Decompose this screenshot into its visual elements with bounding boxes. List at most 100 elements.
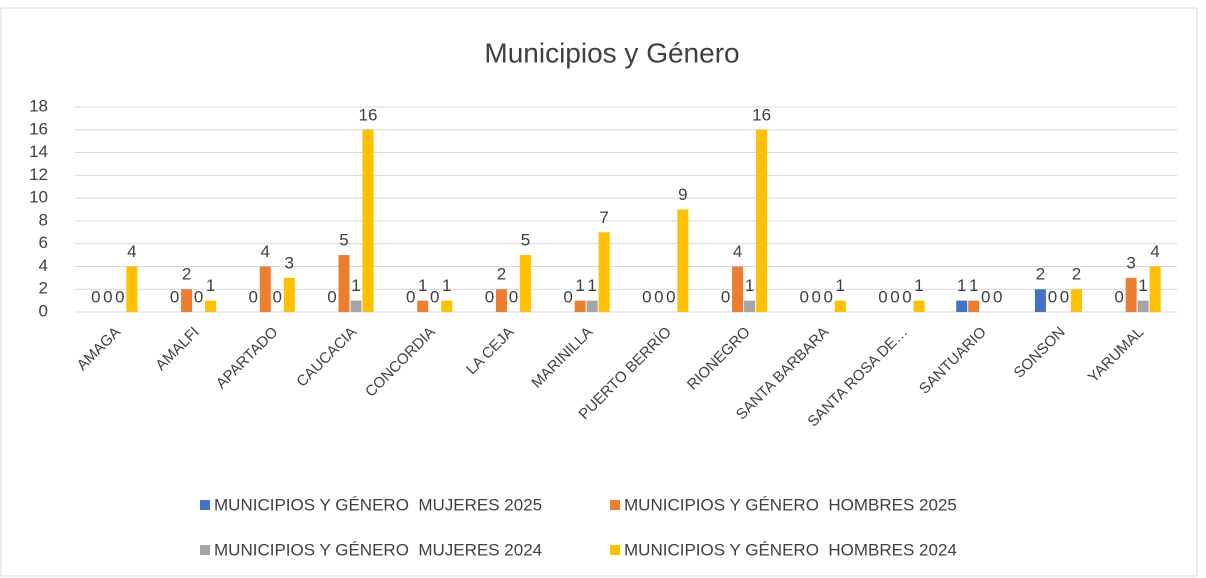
- bar: [181, 289, 193, 312]
- y-tick-label: 12: [29, 165, 48, 184]
- data-label: 0: [1048, 287, 1057, 306]
- y-tick-label: 8: [39, 210, 48, 229]
- bar: [126, 266, 138, 312]
- legend-swatch: [610, 500, 620, 510]
- bar: [350, 300, 362, 312]
- data-label: 3: [285, 253, 294, 272]
- data-label: 0: [509, 287, 518, 306]
- data-label: 0: [878, 287, 887, 306]
- data-label: 0: [563, 287, 572, 306]
- data-label: 1: [1138, 276, 1147, 295]
- data-label: 0: [273, 287, 282, 306]
- chart-title: Municipios y Género: [484, 37, 739, 68]
- bar: [1070, 289, 1082, 312]
- data-label: 0: [800, 287, 809, 306]
- data-label: 9: [678, 185, 687, 204]
- data-label: 16: [359, 105, 378, 124]
- data-label: 0: [430, 287, 439, 306]
- data-label: 4: [127, 242, 136, 261]
- bar: [1137, 300, 1149, 312]
- bar: [968, 300, 980, 312]
- data-label: 3: [1126, 253, 1135, 272]
- legend-label: MUNICIPIOS Y GÉNERO MUJERES 2024: [214, 540, 542, 559]
- data-label: 0: [824, 287, 833, 306]
- y-tick-label: 0: [39, 301, 48, 320]
- bar: [913, 300, 925, 312]
- y-tick-label: 16: [29, 119, 48, 138]
- y-tick-label: 6: [39, 233, 48, 252]
- bar: [756, 129, 768, 312]
- bar: [744, 300, 756, 312]
- data-label: 0: [993, 287, 1002, 306]
- data-label: 0: [249, 287, 258, 306]
- data-label: 2: [1072, 265, 1081, 284]
- data-label: 0: [654, 287, 663, 306]
- legend-swatch: [200, 500, 210, 510]
- y-tick-label: 18: [29, 96, 48, 115]
- y-tick-label: 14: [29, 142, 48, 161]
- data-label: 0: [890, 287, 899, 306]
- data-label: 0: [194, 287, 203, 306]
- data-label: 4: [261, 242, 270, 261]
- data-label: 4: [733, 242, 742, 261]
- bar: [495, 289, 507, 312]
- data-label: 1: [745, 276, 754, 295]
- y-tick-label: 2: [39, 279, 48, 298]
- bar: [519, 255, 531, 312]
- data-label: 0: [103, 287, 112, 306]
- data-label: 16: [752, 105, 771, 124]
- data-label: 1: [575, 276, 584, 295]
- data-label: 5: [339, 231, 348, 250]
- data-label: 1: [836, 276, 845, 295]
- data-label: 5: [521, 231, 530, 250]
- bar: [1125, 277, 1137, 312]
- data-label: 0: [327, 287, 336, 306]
- bar: [598, 232, 610, 312]
- data-label: 0: [115, 287, 124, 306]
- bar: [586, 300, 598, 312]
- y-tick-label: 10: [29, 188, 48, 207]
- data-label: 1: [914, 276, 923, 295]
- data-label: 0: [170, 287, 179, 306]
- data-label: 0: [666, 287, 675, 306]
- data-label: 1: [351, 276, 360, 295]
- data-label: 4: [1150, 242, 1159, 261]
- y-tick-label: 4: [39, 256, 48, 275]
- data-label: 0: [902, 287, 911, 306]
- data-label: 1: [206, 276, 215, 295]
- data-label: 1: [969, 276, 978, 295]
- bar: [834, 300, 846, 312]
- data-label: 0: [91, 287, 100, 306]
- bar: [259, 266, 271, 312]
- bar: [283, 277, 295, 312]
- legend-swatch: [200, 545, 210, 555]
- legend-label: MUNICIPIOS Y GÉNERO HOMBRES 2025: [624, 495, 957, 514]
- legend-label: MUNICIPIOS Y GÉNERO HOMBRES 2024: [624, 540, 957, 559]
- data-label: 1: [587, 276, 596, 295]
- data-label: 1: [418, 276, 427, 295]
- bar: [732, 266, 744, 312]
- bar: [362, 129, 374, 312]
- data-label: 2: [182, 265, 191, 284]
- bar: [205, 300, 217, 312]
- bar: [1149, 266, 1161, 312]
- bar: [574, 300, 586, 312]
- bar: [956, 300, 968, 312]
- data-label: 1: [442, 276, 451, 295]
- data-label: 2: [1036, 265, 1045, 284]
- data-label: 0: [981, 287, 990, 306]
- bar: [1034, 289, 1046, 312]
- data-label: 0: [1114, 287, 1123, 306]
- data-label: 7: [599, 208, 608, 227]
- legend-swatch: [610, 545, 620, 555]
- data-label: 0: [1060, 287, 1069, 306]
- bar: [417, 300, 429, 312]
- data-label: 0: [721, 287, 730, 306]
- data-label: 0: [642, 287, 651, 306]
- data-label: 1: [957, 276, 966, 295]
- data-label: 0: [812, 287, 821, 306]
- bar: [441, 300, 453, 312]
- data-label: 0: [485, 287, 494, 306]
- bar: [677, 209, 689, 312]
